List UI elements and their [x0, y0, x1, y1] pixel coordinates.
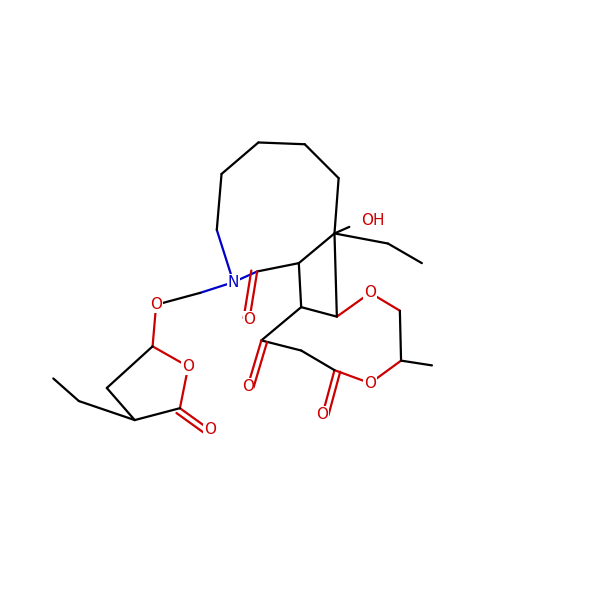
- Text: O: O: [150, 297, 162, 312]
- Text: O: O: [317, 407, 329, 422]
- Text: OH: OH: [361, 214, 385, 229]
- Text: O: O: [203, 422, 215, 437]
- Text: O: O: [244, 311, 256, 326]
- Text: O: O: [182, 359, 194, 374]
- Text: O: O: [242, 379, 254, 394]
- Text: O: O: [364, 376, 376, 391]
- Text: O: O: [364, 286, 376, 301]
- Text: N: N: [228, 275, 239, 290]
